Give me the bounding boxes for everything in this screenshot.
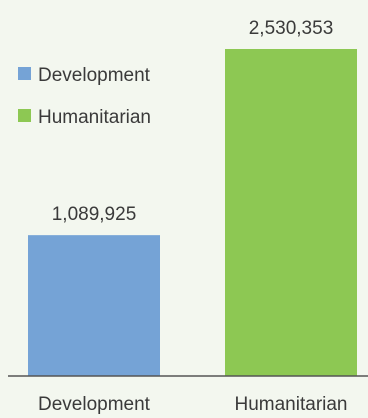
value-label-development: 1,089,925 bbox=[52, 204, 137, 225]
x-tick-labels: Development Humanitarian bbox=[38, 394, 347, 415]
legend-label-development: Development bbox=[38, 65, 151, 86]
legend: Development Humanitarian bbox=[18, 65, 151, 128]
x-tick-label-development: Development bbox=[38, 394, 151, 415]
legend-label-humanitarian: Humanitarian bbox=[38, 107, 151, 128]
bar-humanitarian bbox=[225, 49, 357, 376]
bars: 1,089,925 2,530,353 bbox=[28, 18, 357, 376]
value-label-humanitarian: 2,530,353 bbox=[249, 18, 334, 39]
legend-swatch-development bbox=[18, 67, 31, 80]
legend-swatch-humanitarian bbox=[18, 109, 31, 122]
bar-development bbox=[28, 235, 160, 376]
x-tick-label-humanitarian: Humanitarian bbox=[235, 394, 348, 415]
